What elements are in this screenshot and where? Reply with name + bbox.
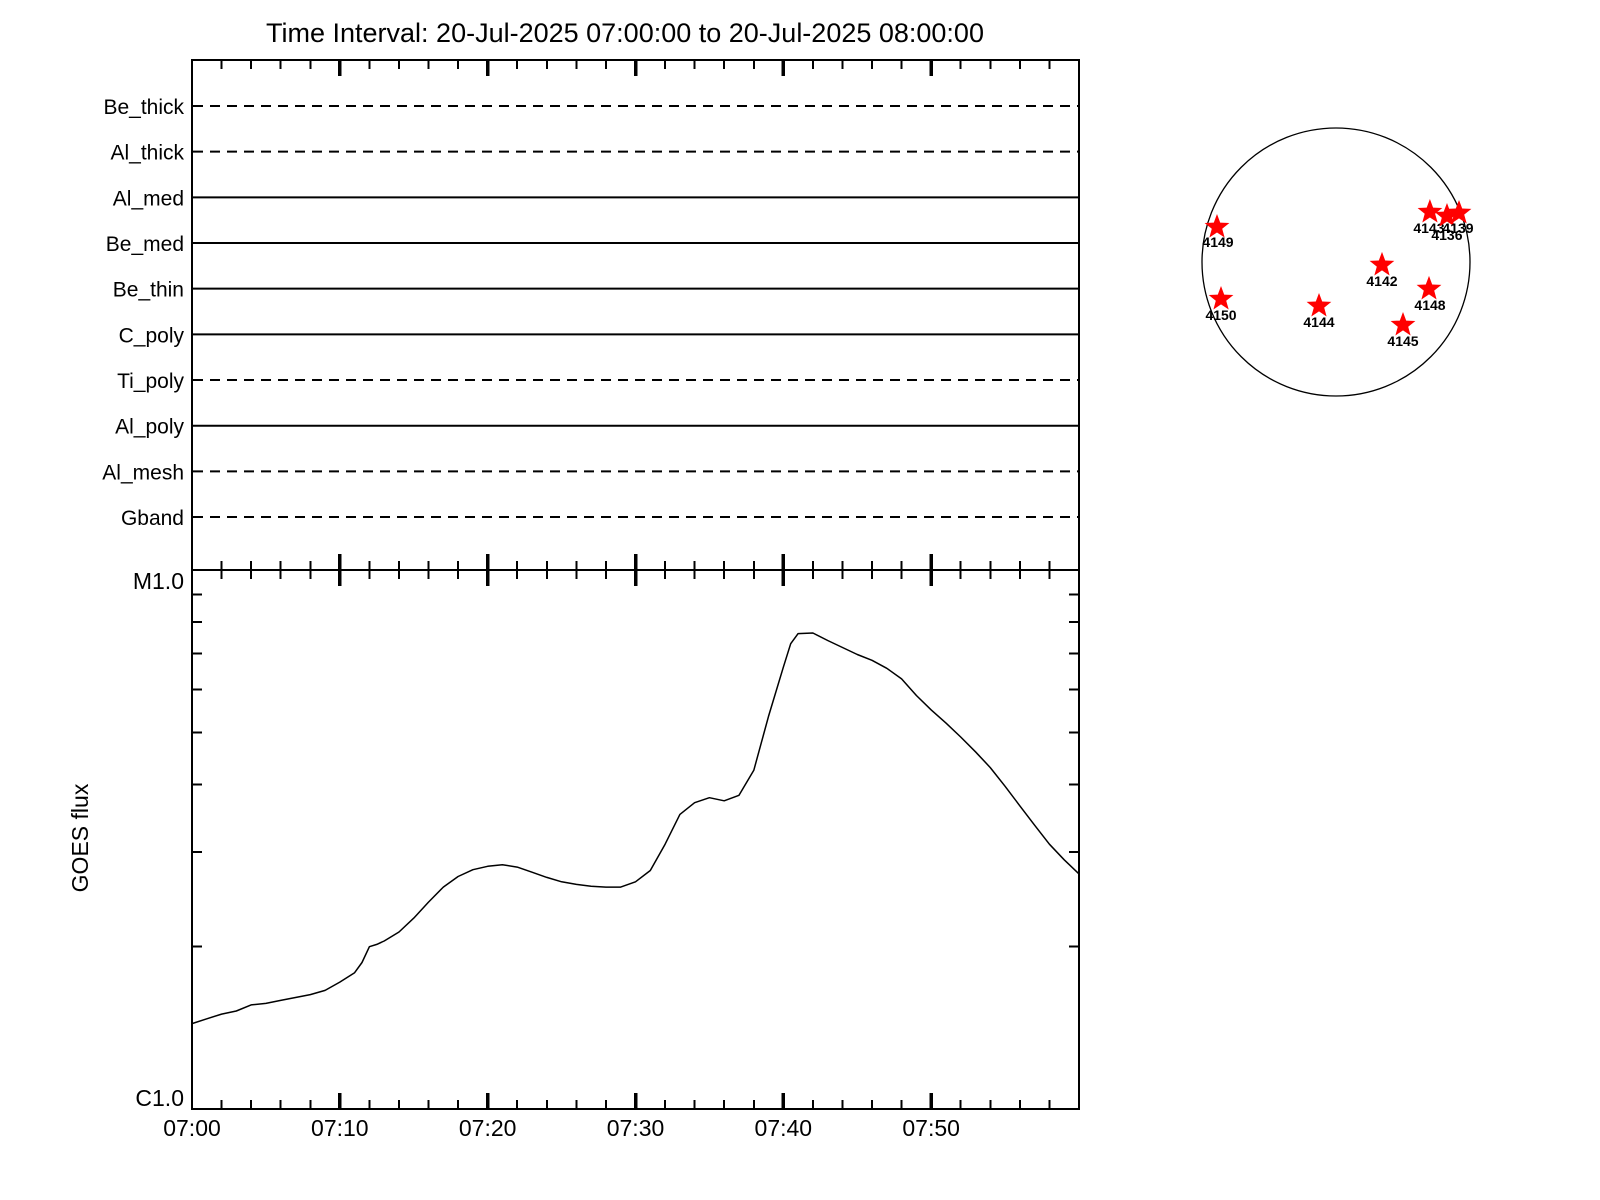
x-tick-label-07:20: 07:20 xyxy=(459,1115,517,1141)
filter-label-C_poly: C_poly xyxy=(119,324,185,347)
goes-panel-border xyxy=(191,569,1080,1110)
filter-label-Be_med: Be_med xyxy=(106,233,184,256)
active-region-star-4148 xyxy=(1416,275,1442,300)
active-region-label-4142: 4142 xyxy=(1366,273,1397,289)
active-region-label-4136: 4136 xyxy=(1431,227,1462,243)
x-tick-label-07:30: 07:30 xyxy=(607,1115,665,1141)
active-region-label-4149: 4149 xyxy=(1202,234,1233,250)
active-region-star-4150 xyxy=(1208,286,1234,310)
active-region-star-4142 xyxy=(1369,251,1395,276)
goes-y-top-label: M1.0 xyxy=(133,568,184,594)
filter-label-Al_med: Al_med xyxy=(113,187,184,210)
xrt-filter-panel: Be_thick Al_thick Al_med Be_med Be_thin C_pol… xyxy=(102,59,1080,571)
goes-y-bottom-label: C1.0 xyxy=(135,1085,184,1111)
active-region-label-4148: 4148 xyxy=(1414,297,1445,313)
filter-label-Al_poly: Al_poly xyxy=(115,416,184,439)
x-tick-label-07:50: 07:50 xyxy=(902,1115,960,1141)
solar-limb-circle xyxy=(1201,127,1471,397)
filter-panel-border xyxy=(191,59,1080,571)
active-region-label-4143: 4143 xyxy=(1413,220,1444,236)
active-region-label-4139: 4139 xyxy=(1442,220,1473,236)
active-region-star-4144 xyxy=(1306,293,1332,317)
active-region-label-4144: 4144 xyxy=(1303,314,1334,330)
x-tick-label-07:10: 07:10 xyxy=(311,1115,369,1141)
active-region-star-4136 xyxy=(1434,203,1460,227)
active-region-star-4143 xyxy=(1417,199,1443,223)
filter-label-Ti_poly: Ti_poly xyxy=(117,370,184,393)
active-region-label-4145: 4145 xyxy=(1387,333,1418,349)
filter-label-Al_thick: Al_thick xyxy=(110,142,184,165)
active-region-label-4150: 4150 xyxy=(1205,307,1236,323)
x-tick-label-07:00: 07:00 xyxy=(163,1115,221,1141)
filter-label-Be_thin: Be_thin xyxy=(113,279,184,302)
active-region-star-4149 xyxy=(1204,214,1230,238)
chart-title: Time Interval: 20-Jul-2025 07:00:00 to 2… xyxy=(266,18,984,48)
x-tick-label-07:40: 07:40 xyxy=(755,1115,813,1141)
active-region-star-4145 xyxy=(1390,312,1416,336)
filter-label-Al_mesh: Al_mesh xyxy=(102,461,184,484)
goes-y-axis-title: GOES flux xyxy=(67,783,93,892)
filter-label-Gband: Gband xyxy=(121,507,184,530)
active-region-star-4139 xyxy=(1446,200,1472,224)
goes-flux-curve xyxy=(191,632,1080,1025)
filter-label-Be_thick: Be_thick xyxy=(103,96,184,119)
goes-flux-panel: 07:00 07:10 07:20 07:30 07:40 07:50 xyxy=(163,569,1080,1141)
